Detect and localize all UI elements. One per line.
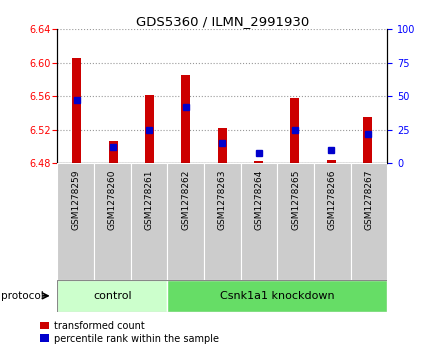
Text: Csnk1a1 knockdown: Csnk1a1 knockdown [220, 291, 334, 301]
Bar [57, 280, 167, 312]
Text: control: control [93, 291, 132, 301]
Bar [131, 163, 167, 280]
Bar [254, 161, 263, 163]
Text: GSM1278266: GSM1278266 [328, 169, 337, 230]
Bar [94, 163, 131, 280]
Text: GSM1278260: GSM1278260 [108, 169, 117, 230]
Bar [218, 128, 227, 163]
Text: GSM1278264: GSM1278264 [254, 169, 264, 229]
Text: protocol: protocol [1, 291, 44, 301]
Bar [72, 58, 81, 163]
Bar [277, 163, 314, 280]
Bar [351, 163, 387, 280]
Bar [327, 160, 336, 163]
Bar [145, 95, 154, 163]
Bar [57, 163, 94, 280]
Text: GSM1278265: GSM1278265 [291, 169, 300, 230]
Bar [314, 163, 351, 280]
Bar [181, 75, 191, 163]
Bar [167, 163, 204, 280]
Bar [290, 98, 300, 163]
Text: GSM1278262: GSM1278262 [181, 169, 190, 229]
Bar [204, 163, 241, 280]
Text: GSM1278259: GSM1278259 [71, 169, 80, 230]
Text: GSM1278267: GSM1278267 [364, 169, 374, 230]
Bar [241, 163, 277, 280]
Bar [363, 117, 372, 163]
Bar [167, 280, 387, 312]
Bar [109, 141, 117, 163]
Title: GDS5360 / ILMN_2991930: GDS5360 / ILMN_2991930 [136, 15, 309, 28]
Text: GSM1278261: GSM1278261 [144, 169, 154, 230]
Legend: transformed count, percentile rank within the sample: transformed count, percentile rank withi… [40, 321, 219, 344]
Text: GSM1278263: GSM1278263 [218, 169, 227, 230]
